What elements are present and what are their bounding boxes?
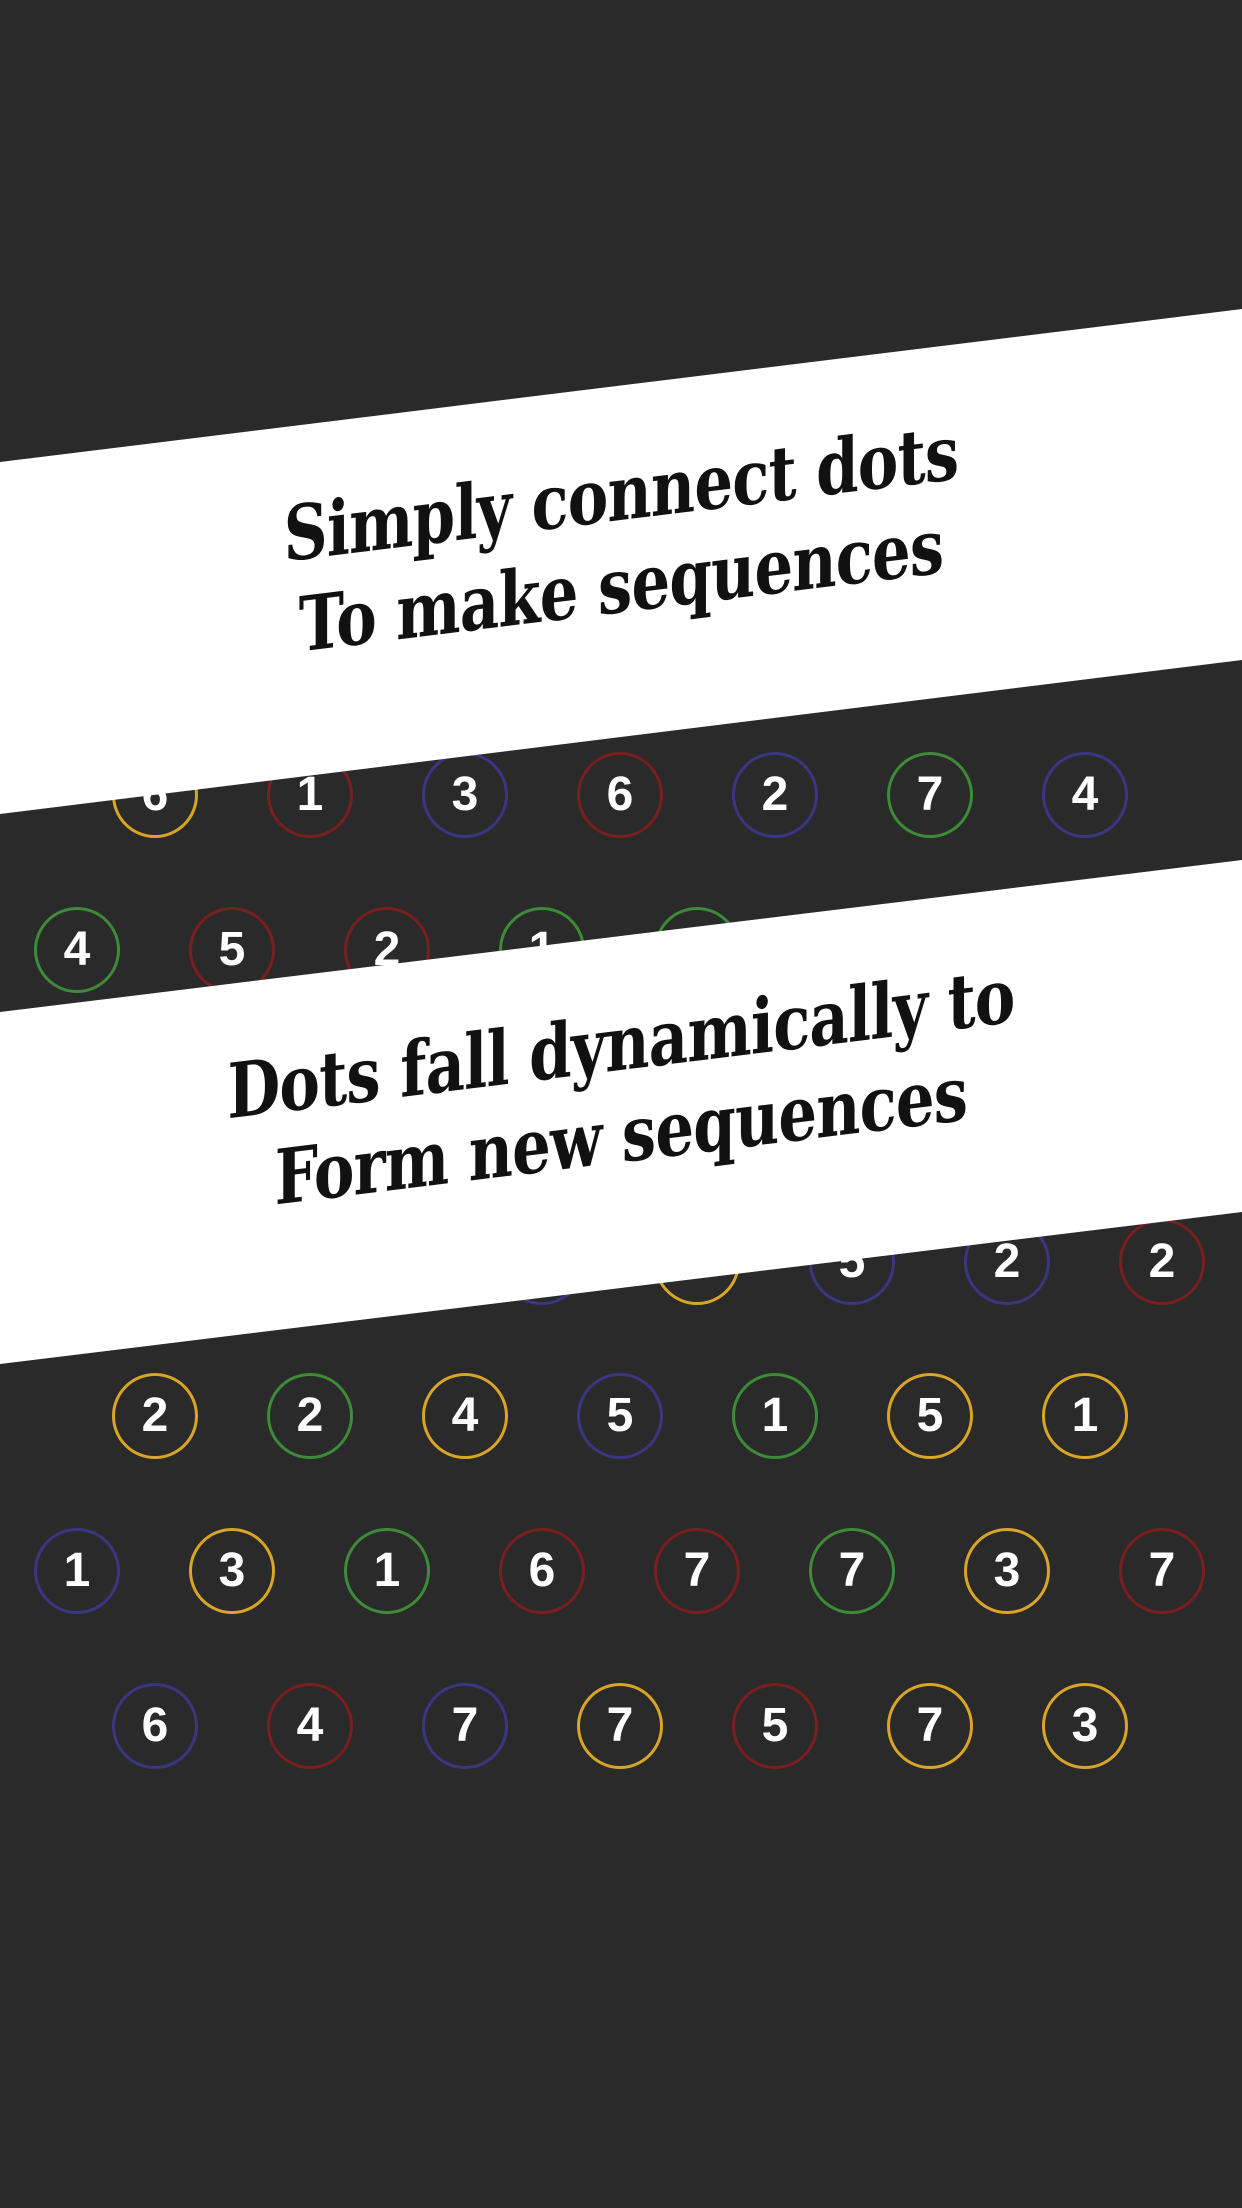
dot[interactable]: 3 xyxy=(1042,1683,1128,1769)
dot[interactable]: 7 xyxy=(577,1683,663,1769)
dot[interactable]: 2 xyxy=(1119,1219,1205,1305)
dot[interactable]: 5 xyxy=(732,1683,818,1769)
dot[interactable]: 2 xyxy=(732,752,818,838)
dot[interactable]: 4 xyxy=(422,1373,508,1459)
dot[interactable]: 1 xyxy=(34,1528,120,1614)
dot[interactable]: 2 xyxy=(112,1373,198,1459)
dot[interactable]: 1 xyxy=(732,1373,818,1459)
dot[interactable]: 4 xyxy=(1042,752,1128,838)
dot[interactable]: 7 xyxy=(1119,1528,1205,1614)
dot[interactable]: 7 xyxy=(809,1528,895,1614)
dot[interactable]: 1 xyxy=(1042,1373,1128,1459)
dot[interactable]: 6 xyxy=(577,752,663,838)
dot[interactable]: 3 xyxy=(422,752,508,838)
dot[interactable]: 7 xyxy=(422,1683,508,1769)
dot[interactable]: 6 xyxy=(499,1528,585,1614)
dot[interactable]: 6 xyxy=(112,1683,198,1769)
dot[interactable]: 5 xyxy=(887,1373,973,1459)
dot[interactable]: 3 xyxy=(189,1528,275,1614)
dot[interactable]: 7 xyxy=(887,1683,973,1769)
dot[interactable]: 3 xyxy=(964,1528,1050,1614)
dot[interactable]: 7 xyxy=(887,752,973,838)
dot[interactable]: 4 xyxy=(34,907,120,993)
dot[interactable]: 1 xyxy=(344,1528,430,1614)
dot[interactable]: 4 xyxy=(267,1683,353,1769)
dot[interactable]: 2 xyxy=(267,1373,353,1459)
dot[interactable]: 5 xyxy=(577,1373,663,1459)
dot[interactable]: 7 xyxy=(654,1528,740,1614)
